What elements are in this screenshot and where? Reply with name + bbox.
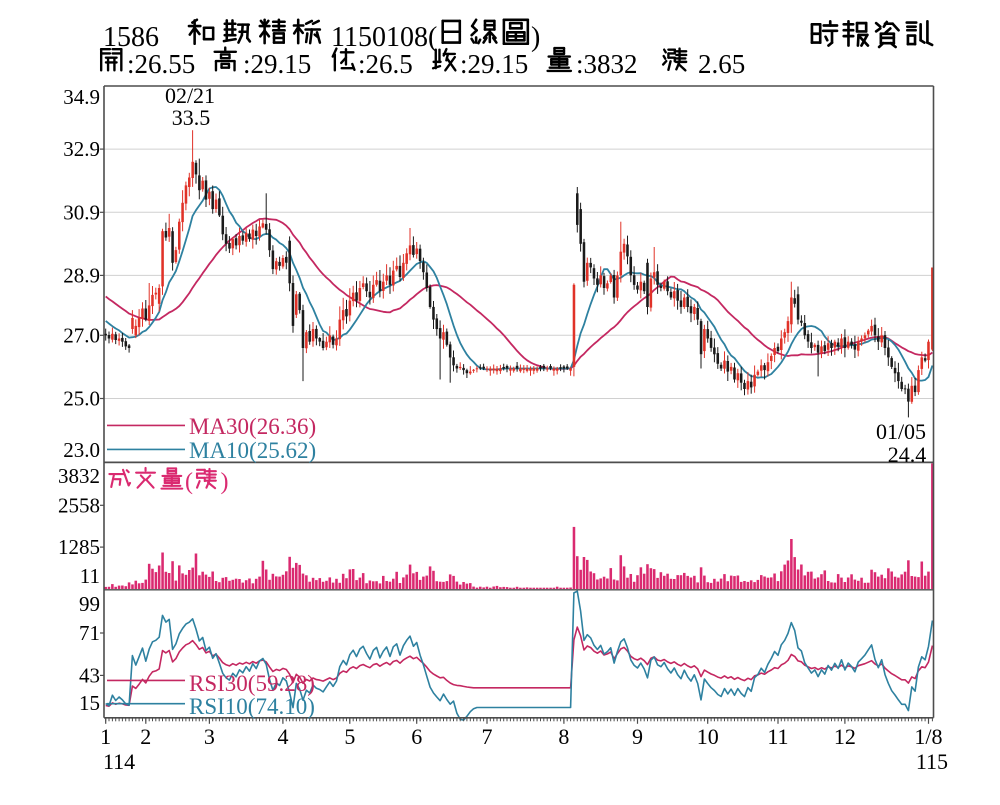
svg-text:): ) <box>221 469 229 495</box>
svg-text:27.0: 27.0 <box>63 323 100 347</box>
svg-text:15: 15 <box>79 691 100 715</box>
svg-text:02/21: 02/21 <box>165 83 215 108</box>
svg-text:33.5: 33.5 <box>172 105 211 130</box>
svg-text:43: 43 <box>79 663 100 687</box>
svg-text:8: 8 <box>558 724 569 749</box>
svg-text:(: ( <box>185 469 193 495</box>
svg-text:11: 11 <box>767 724 788 749</box>
svg-text:1586: 1586 <box>103 22 159 53</box>
svg-text:10: 10 <box>697 724 719 749</box>
svg-text::29.15: :29.15 <box>460 49 528 79</box>
svg-text:1/8: 1/8 <box>914 724 942 749</box>
svg-text:2: 2 <box>140 724 151 749</box>
svg-text::3832: :3832 <box>576 49 638 79</box>
svg-text:01/05: 01/05 <box>876 419 926 444</box>
svg-text:9: 9 <box>632 724 643 749</box>
svg-text:MA30(26.36): MA30(26.36) <box>189 414 316 439</box>
svg-text:24.4: 24.4 <box>888 442 927 467</box>
svg-text:RSI10(74.10): RSI10(74.10) <box>189 694 315 719</box>
svg-text:71: 71 <box>79 621 100 645</box>
svg-text:23.0: 23.0 <box>63 438 100 462</box>
svg-text::29.15: :29.15 <box>243 49 311 79</box>
svg-text:RSI30(59.28): RSI30(59.28) <box>189 671 315 696</box>
svg-text:28.9: 28.9 <box>63 263 100 287</box>
svg-text:32.9: 32.9 <box>63 137 100 161</box>
svg-text:30.9: 30.9 <box>63 200 100 224</box>
svg-text:4: 4 <box>277 724 288 749</box>
svg-text:1: 1 <box>100 724 111 749</box>
svg-text:34.9: 34.9 <box>63 85 100 109</box>
svg-text:2.65: 2.65 <box>698 49 745 79</box>
svg-text:3832: 3832 <box>58 464 100 488</box>
svg-text:7: 7 <box>481 724 492 749</box>
svg-text:12: 12 <box>834 724 856 749</box>
svg-text:1285: 1285 <box>58 535 100 559</box>
svg-text:6: 6 <box>411 724 422 749</box>
svg-text:99: 99 <box>79 592 100 616</box>
svg-text:5: 5 <box>344 724 355 749</box>
svg-text:25.0: 25.0 <box>63 386 100 410</box>
svg-text:3: 3 <box>204 724 215 749</box>
svg-text:114: 114 <box>103 749 135 774</box>
svg-text:1150108(: 1150108( <box>331 22 437 53</box>
svg-text::26.55: :26.55 <box>127 49 195 79</box>
svg-text:): ) <box>531 22 540 53</box>
svg-text:MA10(25.62): MA10(25.62) <box>189 438 316 463</box>
svg-text:2558: 2558 <box>58 493 100 517</box>
svg-text::26.5: :26.5 <box>358 49 413 79</box>
svg-text:115: 115 <box>916 749 948 774</box>
svg-text:11: 11 <box>80 564 100 588</box>
